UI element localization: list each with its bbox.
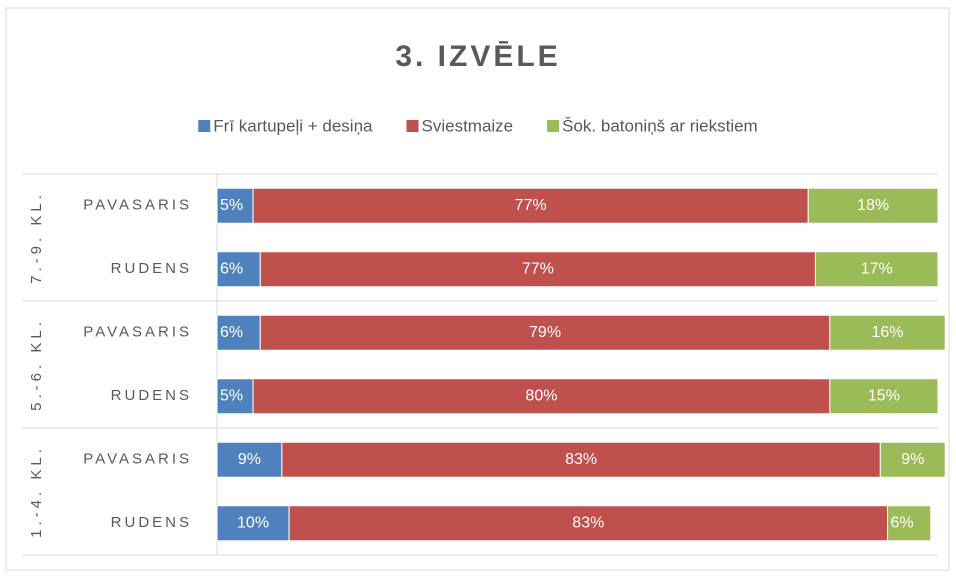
category-label: RUDENS (111, 514, 192, 531)
bar-segment (288, 505, 889, 542)
category-label: PAVASARIS (83, 451, 192, 468)
bar-segment (259, 314, 831, 351)
category-label: RUDENS (111, 260, 192, 277)
bar-segment (216, 441, 283, 478)
data-label: 83% (565, 451, 597, 468)
category-label: PAVASARIS (83, 324, 192, 341)
data-label: 77% (522, 260, 554, 277)
bar-segment (829, 314, 946, 351)
bar-segment (879, 441, 946, 478)
data-label: 9% (901, 451, 924, 468)
category-label: RUDENS (111, 387, 192, 404)
group-label: 1.-4. KL. (28, 445, 45, 538)
data-label: 5% (220, 387, 243, 404)
data-label: 10% (237, 514, 269, 531)
group-label: 5.-6. KL. (28, 318, 45, 411)
data-label: 77% (515, 197, 547, 214)
data-label: 17% (861, 260, 893, 277)
bar-segment (252, 187, 809, 224)
data-label: 79% (529, 324, 561, 341)
bar-segment (216, 251, 261, 288)
bar-segment (887, 505, 932, 542)
data-label: 83% (572, 514, 604, 531)
legend-swatch (547, 120, 560, 132)
legend-swatch (406, 120, 419, 132)
bar-segment (252, 378, 831, 415)
bar-segment (216, 505, 290, 542)
category-label: PAVASARIS (83, 197, 192, 214)
bar-segment (829, 378, 939, 415)
chart-border (5, 7, 950, 571)
bar-segment (216, 378, 254, 415)
bar-segment (814, 251, 939, 288)
data-label: 6% (220, 260, 243, 277)
group-label: 7.-9. KL. (28, 191, 45, 284)
data-label: 80% (525, 387, 557, 404)
legend-label: Frī kartupeļi + desiņa (213, 116, 373, 135)
data-label: 16% (872, 324, 904, 341)
data-label: 6% (891, 514, 914, 531)
bar-segment (807, 187, 939, 224)
data-label: 15% (868, 387, 900, 404)
legend-swatch (198, 120, 211, 132)
data-label: 6% (220, 324, 243, 341)
chart-title: 3. IZVĒLE (395, 40, 560, 73)
legend-label: Šok. batoniņš ar riekstiem (562, 116, 758, 135)
legend-label: Sviestmaize (421, 116, 513, 135)
data-label: 5% (220, 197, 243, 214)
data-label: 9% (238, 451, 261, 468)
legend: Frī kartupeļi + desiņa Sviestmaize Šok. ba… (198, 116, 758, 135)
data-label: 18% (857, 197, 889, 214)
